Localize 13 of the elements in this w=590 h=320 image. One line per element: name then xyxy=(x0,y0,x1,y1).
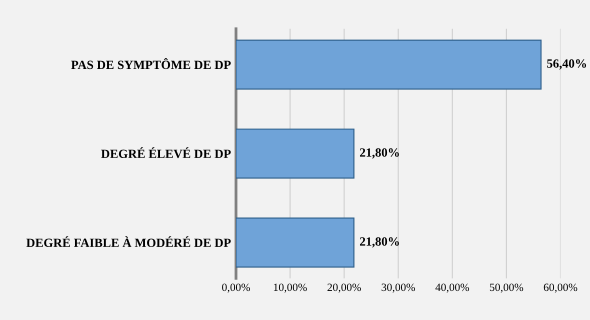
x-tick-label: 0,00% xyxy=(222,284,250,293)
x-tick-label: 60,00% xyxy=(544,284,578,293)
data-label: 21,80% xyxy=(360,237,399,248)
x-tick-label: 30,00% xyxy=(382,284,415,293)
x-tick-label: 20,00% xyxy=(328,284,361,293)
y-tick-label: DEGRÉ ÉLEVÉ DE DP xyxy=(101,147,231,158)
x-tick-label: 10,00% xyxy=(274,284,307,293)
y-tick-label: DEGRÉ FAIBLE À MODÉRÉ DE DP xyxy=(26,236,231,248)
y-tick-label: PAS DE SYMPTÔME DE DP xyxy=(71,58,231,70)
data-label: 56,40% xyxy=(547,59,586,70)
x-tick-label: 50,00% xyxy=(490,284,524,293)
x-tick-label: 40,00% xyxy=(435,284,470,293)
data-label: 21,80% xyxy=(360,148,399,159)
